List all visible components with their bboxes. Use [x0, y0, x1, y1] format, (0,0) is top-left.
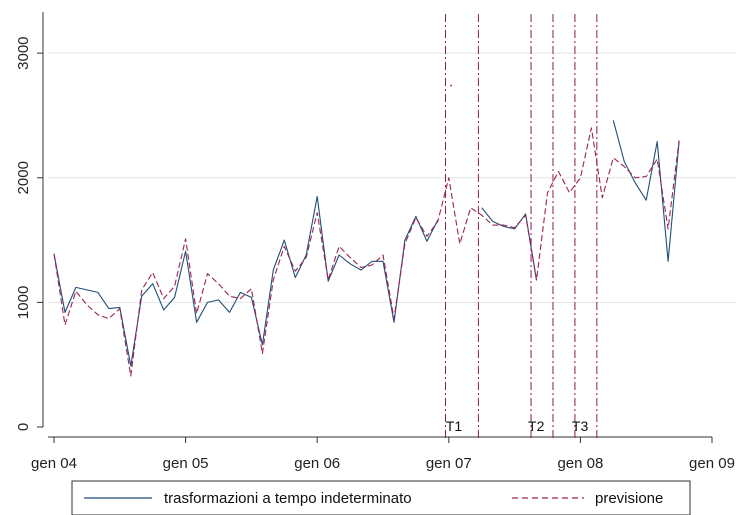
- series-actual-segment-2: [612, 120, 680, 262]
- axes: 0 1000 2000 3000 gen 04 gen 05 gen 06 gen 07 gen…: [15, 12, 735, 472]
- stray-point-0: [450, 84, 452, 87]
- forecast-vertical-lines: [445, 14, 598, 438]
- series-lines: [53, 84, 680, 377]
- y-tick-label-3: 3000: [15, 36, 32, 69]
- grid-lines: [48, 52, 736, 303]
- x-tick-label-1: gen 05: [163, 455, 209, 472]
- x-tick-label-0: gen 04: [31, 455, 77, 472]
- legend-label-actual: trasformazioni a tempo indeterminato: [164, 490, 412, 507]
- series-actual-segment-0: [53, 195, 439, 367]
- legend-box: [71, 480, 691, 515]
- annotation-t1: T1: [446, 418, 463, 434]
- y-tick-label-0: 0: [15, 423, 32, 431]
- annotations: T1 T2 T3: [446, 418, 589, 434]
- annotation-t3: T3: [572, 418, 589, 434]
- x-tick-label-4: gen 08: [557, 455, 603, 472]
- y-tick-label-2: 2000: [15, 161, 32, 194]
- x-tick-label-5: gen 09: [689, 455, 735, 472]
- y-tick-label-1: 1000: [15, 286, 32, 319]
- annotation-t2: T2: [528, 418, 545, 434]
- legend: trasformazioni a tempo indeterminato pre…: [71, 480, 691, 515]
- x-tick-label-3: gen 07: [426, 455, 472, 472]
- x-tick-label-2: gen 06: [294, 455, 340, 472]
- series-forecast-segment-0: [53, 127, 680, 377]
- series-actual-segment-1: [481, 207, 538, 281]
- legend-label-forecast: previsione: [595, 490, 663, 507]
